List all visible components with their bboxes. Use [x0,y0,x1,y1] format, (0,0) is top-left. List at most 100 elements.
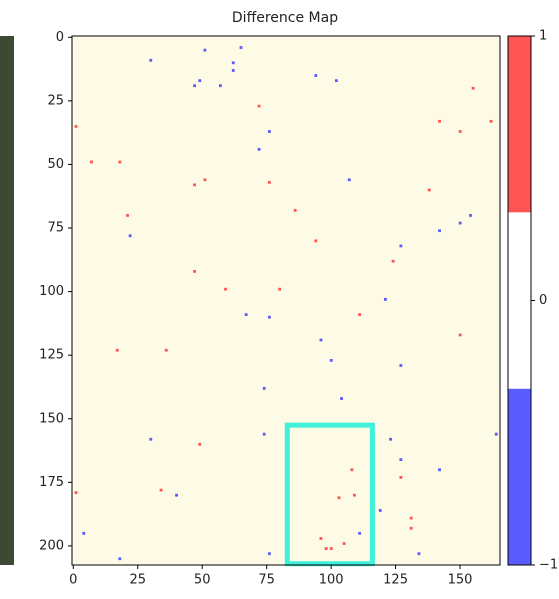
cell [458,130,462,133]
cell [203,178,207,182]
cell [203,48,207,52]
cell [159,488,163,492]
cell [399,458,403,461]
cell [118,160,122,164]
cell [358,313,362,317]
cell [350,468,354,472]
cell [231,61,235,65]
cell [469,214,472,217]
cell [409,516,413,520]
colorbar-segment [508,388,531,565]
side-image [0,36,14,565]
cell [489,119,493,123]
cell [337,496,341,500]
x-tick-label: 50 [194,573,211,588]
colorbar-tick-label: −1 [539,558,558,573]
cell [193,183,197,187]
cell [399,244,403,248]
cell [334,79,338,83]
cell [198,442,202,446]
highlight-box [284,422,375,567]
cell [378,509,382,512]
cell [74,491,78,495]
x-tick-label: 25 [129,573,146,588]
cell [427,188,431,192]
cell [267,315,271,319]
cell [319,338,323,342]
cell [329,547,333,550]
colorbar-segment [508,212,531,389]
cell [278,287,282,291]
cell [128,234,132,238]
y-tick-label: 150 [39,411,64,426]
cell [257,147,261,151]
cell [314,239,318,243]
cell [149,437,153,441]
cell [417,552,421,556]
cell [82,531,86,535]
x-tick-label: 75 [258,573,275,588]
cell [314,74,318,77]
cell [324,547,328,550]
cell [74,125,78,128]
cell [164,348,168,352]
cell [267,180,271,184]
cell [244,313,248,317]
cell [118,557,122,561]
cell [231,69,235,72]
colorbar-tick-label: 0 [539,293,547,308]
cell [115,348,119,352]
x-tick-label: 100 [319,573,344,588]
cell [494,432,498,436]
y-tick-label: 125 [39,348,64,363]
cell [358,531,362,535]
cell [293,208,297,212]
cell [319,537,323,540]
cell [257,104,261,108]
cell [262,432,266,436]
y-tick-label: 100 [39,284,64,299]
y-tick-label: 25 [47,93,64,108]
cell [126,214,129,217]
cell [198,79,202,83]
cell [438,468,441,472]
chart-title: Difference Map [232,10,338,26]
cell [342,542,346,545]
cell [399,364,403,367]
cell [391,259,395,263]
cell [340,397,343,400]
cell [193,84,197,88]
cell [267,552,271,556]
cell [389,437,392,441]
cell [353,493,356,497]
cell [399,475,403,479]
cell [218,84,222,88]
cell [329,358,333,362]
colorbar-segment [508,36,531,213]
cell [438,229,441,233]
cell [458,221,462,225]
cell [149,58,153,62]
x-tick-label: 0 [69,573,77,588]
cell [175,493,178,497]
cell [267,130,271,133]
y-tick-label: 200 [39,538,64,553]
y-tick-label: 75 [47,221,64,236]
colorbar-tick-label: 1 [539,29,547,44]
cell [347,178,351,182]
x-tick-label: 125 [383,573,408,588]
cell [193,269,197,273]
x-tick-label: 150 [448,573,473,588]
y-tick-label: 175 [39,475,64,490]
y-tick-label: 50 [47,157,64,172]
plot-frame [71,35,501,566]
cell [262,386,266,390]
cell [409,526,413,530]
cell [90,160,93,164]
cell [458,333,462,337]
cell [471,86,475,90]
cell [438,119,441,123]
y-tick-label: 0 [56,30,64,45]
cell [239,46,243,49]
